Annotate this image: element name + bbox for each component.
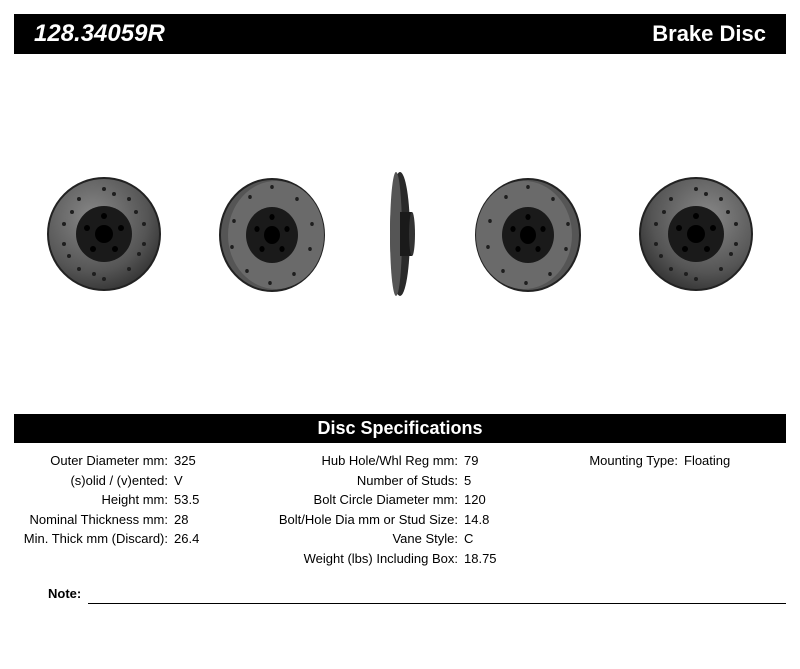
- spec-value: C: [464, 529, 473, 549]
- spec-value: V: [174, 471, 183, 491]
- spec-value: Floating: [684, 451, 730, 471]
- spec-value: 53.5: [174, 490, 199, 510]
- spec-label: Min. Thick mm (Discard):: [14, 529, 174, 549]
- specs-body: Outer Diameter mm:325(s)olid / (v)ented:…: [0, 443, 800, 568]
- spec-row: Outer Diameter mm:325: [14, 451, 244, 471]
- product-image-row: [0, 54, 800, 414]
- specs-title: Disc Specifications: [317, 418, 482, 438]
- spec-row: Height mm:53.5: [14, 490, 244, 510]
- spec-row: (s)olid / (v)ented:V: [14, 471, 244, 491]
- spec-label: Weight (lbs) Including Box:: [244, 549, 464, 569]
- spec-row: Bolt/Hole Dia mm or Stud Size:14.8: [244, 510, 574, 530]
- spec-row: Mounting Type:Floating: [574, 451, 786, 471]
- spec-label: Bolt Circle Diameter mm:: [244, 490, 464, 510]
- spec-label: Bolt/Hole Dia mm or Stud Size:: [244, 510, 464, 530]
- spec-row: Min. Thick mm (Discard):26.4: [14, 529, 244, 549]
- spec-value: 14.8: [464, 510, 489, 530]
- spec-row: Weight (lbs) Including Box:18.75: [244, 549, 574, 569]
- specs-title-bar: Disc Specifications: [14, 414, 786, 443]
- rotor-angle-view-2: [468, 169, 588, 299]
- spec-label: Height mm:: [14, 490, 174, 510]
- note-underline: [88, 603, 786, 604]
- spec-row: Number of Studs:5: [244, 471, 574, 491]
- spec-value: 5: [464, 471, 471, 491]
- spec-value: 79: [464, 451, 478, 471]
- spec-row: Hub Hole/Whl Reg mm:79: [244, 451, 574, 471]
- spec-label: (s)olid / (v)ented:: [14, 471, 174, 491]
- specs-col-1: Outer Diameter mm:325(s)olid / (v)ented:…: [14, 451, 244, 568]
- spec-label: Vane Style:: [244, 529, 464, 549]
- spec-row: Vane Style:C: [244, 529, 574, 549]
- spec-value: 26.4: [174, 529, 199, 549]
- spec-value: 325: [174, 451, 196, 471]
- note-label: Note:: [48, 586, 81, 601]
- spec-value: 18.75: [464, 549, 497, 569]
- spec-label: Hub Hole/Whl Reg mm:: [244, 451, 464, 471]
- spec-label: Nominal Thickness mm:: [14, 510, 174, 530]
- rotor-angle-view-1: [212, 169, 332, 299]
- rotor-front-view-2: [636, 174, 756, 294]
- spec-row: Nominal Thickness mm:28: [14, 510, 244, 530]
- spec-row: Bolt Circle Diameter mm:120: [244, 490, 574, 510]
- spec-label: Mounting Type:: [574, 451, 684, 471]
- spec-label: Outer Diameter mm:: [14, 451, 174, 471]
- rotor-front-view-1: [44, 174, 164, 294]
- specs-col-3: Mounting Type:Floating: [574, 451, 786, 568]
- spec-value: 28: [174, 510, 188, 530]
- part-number: 128.34059R: [34, 20, 165, 48]
- specs-col-2: Hub Hole/Whl Reg mm:79Number of Studs:5B…: [244, 451, 574, 568]
- product-name: Brake Disc: [652, 21, 766, 47]
- spec-label: Number of Studs:: [244, 471, 464, 491]
- note-row: Note:: [0, 568, 800, 601]
- spec-value: 120: [464, 490, 486, 510]
- header-bar: 128.34059R Brake Disc: [14, 14, 786, 54]
- rotor-side-view: [380, 164, 420, 304]
